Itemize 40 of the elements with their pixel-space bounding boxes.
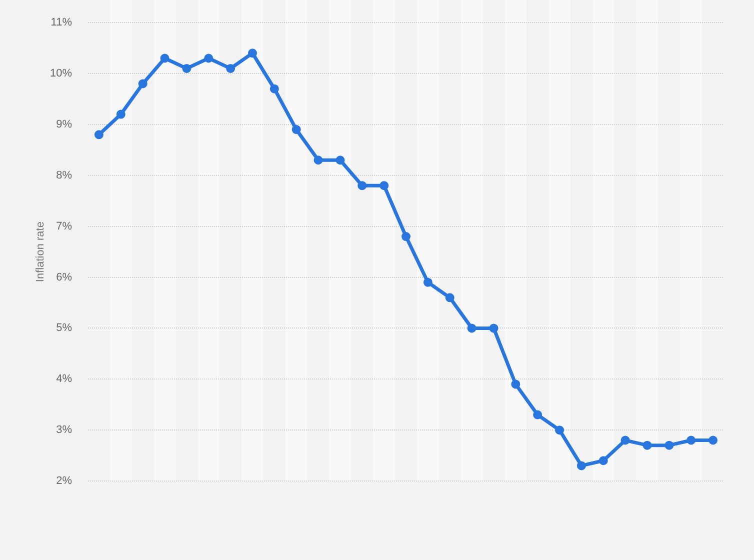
point <box>204 54 214 63</box>
point <box>138 79 148 88</box>
point <box>686 436 696 445</box>
point <box>358 181 367 190</box>
point <box>620 436 630 445</box>
y-tick-label: 8% <box>56 169 72 182</box>
point <box>533 410 542 420</box>
point <box>292 125 301 134</box>
point <box>116 110 126 119</box>
y-tick-label: 11% <box>50 16 72 29</box>
point <box>511 380 520 389</box>
point <box>248 48 257 58</box>
y-axis-title: Inflation rate <box>34 222 47 282</box>
y-tick-label: 9% <box>56 118 72 130</box>
point <box>160 54 170 63</box>
point <box>336 156 345 165</box>
point <box>270 84 279 94</box>
y-tick-label: 7% <box>56 220 72 232</box>
point <box>467 324 476 333</box>
point <box>576 461 586 470</box>
y-tick-label: 5% <box>56 322 72 334</box>
point <box>642 440 652 450</box>
point <box>555 426 564 435</box>
point <box>182 64 192 73</box>
point <box>489 324 498 333</box>
point <box>314 156 323 165</box>
point <box>445 293 454 302</box>
y-tick-label: 4% <box>56 373 72 386</box>
y-tick-label: 6% <box>56 271 72 284</box>
point <box>226 64 236 73</box>
point <box>598 456 608 466</box>
point <box>94 130 104 140</box>
point <box>380 181 389 190</box>
y-tick-label: 10% <box>50 68 72 80</box>
point <box>708 436 718 445</box>
point <box>423 278 432 287</box>
y-tick-label: 3% <box>56 424 72 436</box>
point <box>664 440 674 450</box>
point <box>402 232 410 242</box>
y-tick-label: 2% <box>56 475 72 488</box>
